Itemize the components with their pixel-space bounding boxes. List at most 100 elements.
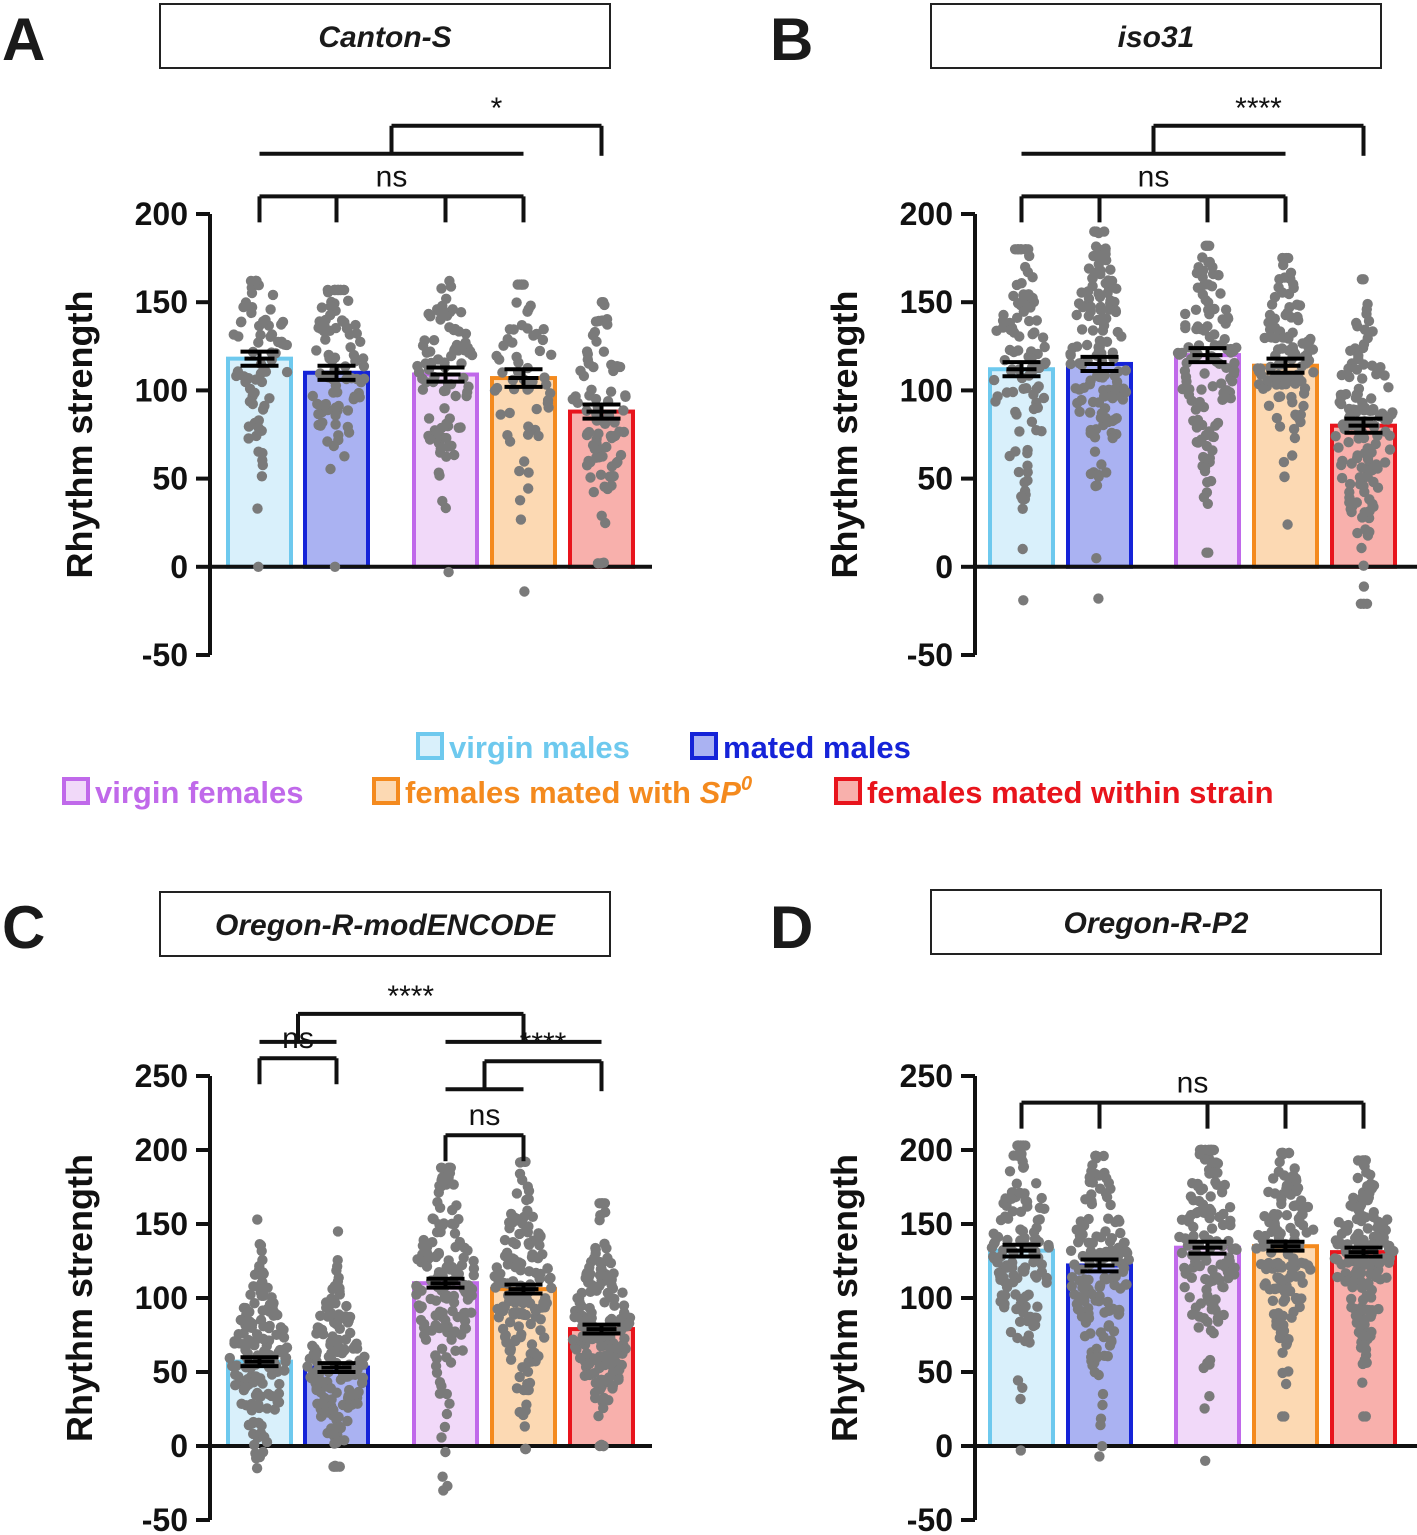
- data-point: [1358, 581, 1370, 592]
- legend-swatch: [834, 777, 862, 805]
- data-point: [600, 1207, 611, 1218]
- data-point: [607, 1380, 619, 1391]
- error-bar: [504, 367, 543, 389]
- data-point: [514, 279, 525, 290]
- data-point: [1358, 1234, 1369, 1246]
- data-point: [514, 1168, 526, 1180]
- data-point: [330, 410, 341, 421]
- data-point: [1358, 1331, 1370, 1342]
- data-point: [1034, 1202, 1046, 1214]
- y-tick-label: 50: [152, 461, 188, 497]
- y-axis-title: Rhythm strength: [824, 1154, 865, 1442]
- data-point: [1258, 383, 1269, 394]
- data-point: [440, 1446, 451, 1458]
- data-point: [1279, 471, 1290, 483]
- data-point: [581, 460, 593, 471]
- data-point: [1193, 265, 1204, 276]
- data-point: [1358, 1159, 1369, 1170]
- significance-bracket: ****: [259, 980, 602, 1044]
- data-point: [1199, 368, 1210, 379]
- data-point: [582, 354, 593, 365]
- data-point: [1196, 434, 1207, 445]
- data-point: [307, 390, 318, 402]
- data-point: [599, 1359, 611, 1371]
- data-point: [1083, 1213, 1094, 1225]
- data-point: [1281, 1210, 1293, 1221]
- panel-letter: D: [770, 894, 813, 961]
- data-point: [609, 430, 621, 442]
- data-point: [1013, 244, 1024, 255]
- data-point: [250, 275, 262, 287]
- data-point: [325, 1336, 336, 1348]
- data-point: [1012, 312, 1023, 323]
- data-point: [322, 436, 333, 447]
- data-point: [508, 1307, 519, 1318]
- strain-title: Canton-S: [318, 21, 451, 54]
- data-point: [280, 1356, 291, 1368]
- data-point: [1370, 438, 1381, 450]
- significance-bracket: ns: [1019, 1067, 1366, 1129]
- data-point: [1298, 400, 1309, 412]
- data-point: [448, 1179, 459, 1190]
- data-point: [230, 1380, 241, 1391]
- data-point: [516, 1329, 527, 1340]
- data-point: [585, 472, 596, 483]
- data-point: [1031, 1272, 1042, 1283]
- data-point: [430, 1295, 442, 1306]
- data-point: [1013, 466, 1025, 478]
- data-point: [1203, 304, 1214, 316]
- data-point: [1277, 1275, 1288, 1286]
- data-point: [231, 370, 242, 382]
- data-point: [1308, 367, 1319, 378]
- data-point: [1304, 335, 1315, 347]
- data-point: [505, 1354, 517, 1365]
- data-point: [1351, 389, 1362, 400]
- data-point: [258, 316, 269, 327]
- data-point: [333, 1309, 345, 1320]
- data-point: [1295, 1270, 1306, 1282]
- data-point: [446, 1218, 458, 1230]
- data-point: [428, 335, 440, 346]
- data-point: [1094, 1451, 1105, 1462]
- data-point: [251, 430, 262, 442]
- data-point: [249, 1298, 260, 1309]
- data-point: [507, 337, 518, 348]
- data-point: [1014, 1316, 1026, 1328]
- data-point: [1104, 304, 1115, 315]
- data-point: [263, 1388, 274, 1400]
- data-point: [253, 337, 264, 348]
- data-point: [1278, 456, 1290, 468]
- data-point: [581, 1348, 592, 1359]
- data-point: [1115, 1227, 1126, 1239]
- data-point: [1355, 1267, 1367, 1279]
- data-point: [1279, 332, 1291, 343]
- data-point: [1276, 343, 1288, 354]
- data-point: [1342, 1257, 1354, 1268]
- data-point: [441, 432, 452, 444]
- data-point: [1108, 1248, 1119, 1260]
- y-tick-label: -50: [907, 1502, 953, 1535]
- legend: virgin males mated males virgin females fem…: [62, 730, 1274, 810]
- data-point: [1106, 1336, 1117, 1348]
- data-point: [433, 1267, 445, 1278]
- data-point: [1083, 293, 1095, 304]
- data-point: [495, 409, 506, 420]
- data-point: [1180, 308, 1191, 320]
- data-point: [1199, 279, 1210, 290]
- data-point: [431, 1367, 443, 1379]
- data-point: [1207, 445, 1218, 456]
- data-point: [276, 319, 287, 330]
- data-point: [597, 451, 608, 462]
- data-point: [445, 281, 457, 292]
- data-point: [491, 382, 503, 394]
- data-point: [354, 392, 365, 403]
- data-point: [1101, 313, 1112, 324]
- data-point: [447, 1204, 458, 1216]
- data-point: [1087, 280, 1098, 292]
- y-tick-label: 50: [917, 1354, 953, 1390]
- data-point: [334, 1461, 345, 1472]
- data-point: [1102, 1351, 1114, 1362]
- data-point: [1013, 345, 1024, 356]
- data-point: [320, 1407, 331, 1418]
- data-point: [1096, 459, 1107, 470]
